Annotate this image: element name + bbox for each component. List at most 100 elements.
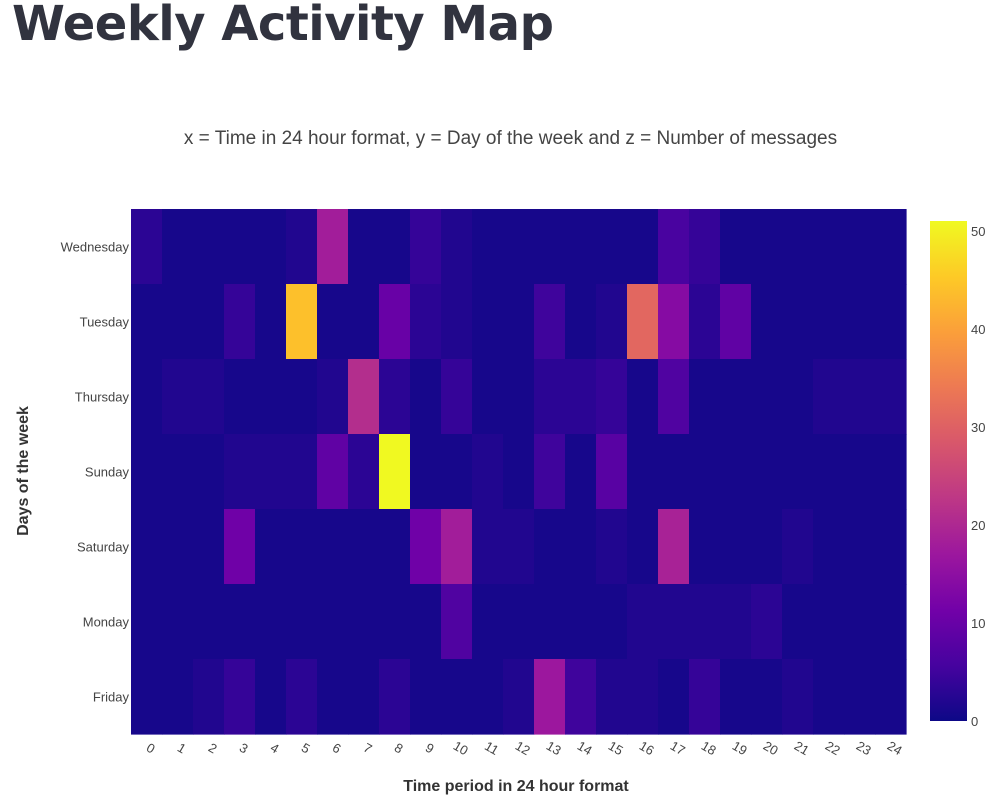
heatmap-cell-monday-22: [813, 584, 845, 660]
heatmap-cell-sunday-22: [813, 434, 845, 510]
x-tick-label: 20: [761, 738, 781, 758]
x-tick-label: 19: [730, 738, 750, 758]
heatmap-cell-sunday-11: [472, 434, 504, 510]
heatmap-cell-thursday-17: [658, 359, 690, 435]
heatmap-cell-saturday-10: [441, 509, 473, 585]
heatmap-cell-thursday-15: [596, 359, 628, 435]
heatmap-cell-tuesday-11: [472, 284, 504, 360]
heatmap-cell-monday-19: [720, 584, 752, 660]
heatmap-cell-thursday-21: [782, 359, 814, 435]
heatmap-cell-friday-12: [503, 659, 535, 735]
x-tick-label: 4: [268, 740, 282, 757]
heatmap-cell-wednesday-11: [472, 209, 504, 285]
x-axis-title: Time period in 24 hour format: [403, 778, 629, 795]
colorbar-tick-label: 20: [971, 518, 985, 533]
page-title: Weekly Activity Map: [12, 0, 554, 52]
heatmap-cell-thursday-19: [720, 359, 752, 435]
heatmap-cell-friday-17: [658, 659, 690, 735]
heatmap-cell-thursday-4: [255, 359, 287, 435]
heatmap-cell-saturday-5: [286, 509, 318, 585]
x-tick-label: 21: [792, 738, 812, 758]
heatmap-cell-monday-13: [534, 584, 566, 660]
x-tick-label: 14: [575, 738, 595, 758]
heatmap-cell-sunday-23: [844, 434, 876, 510]
heatmap-cell-sunday-24: [875, 434, 907, 510]
heatmap-cell-wednesday-1: [162, 209, 194, 285]
heatmap-cell-saturday-20: [751, 509, 783, 585]
heatmap-cell-thursday-14: [565, 359, 597, 435]
heatmap-cell-tuesday-1: [162, 284, 194, 360]
y-tick-label: Saturday: [77, 540, 130, 555]
heatmap-cell-friday-1: [162, 659, 194, 735]
heatmap-cell-thursday-9: [410, 359, 442, 435]
heatmap-cell-friday-9: [410, 659, 442, 735]
x-tick-label: 2: [206, 740, 220, 757]
heatmap-cell-saturday-21: [782, 509, 814, 585]
colorbar-tick-label: 40: [971, 322, 985, 337]
heatmap-cells: [131, 209, 907, 735]
heatmap-cell-monday-0: [131, 584, 163, 660]
heatmap-cell-wednesday-4: [255, 209, 287, 285]
heatmap-cell-tuesday-9: [410, 284, 442, 360]
heatmap-cell-friday-16: [627, 659, 659, 735]
heatmap-cell-sunday-8: [379, 434, 411, 510]
heatmap-cell-tuesday-16: [627, 284, 659, 360]
heatmap-cell-wednesday-14: [565, 209, 597, 285]
heatmap-cell-saturday-11: [472, 509, 504, 585]
heatmap-cell-thursday-3: [224, 359, 256, 435]
heatmap-cell-wednesday-2: [193, 209, 225, 285]
heatmap-cell-monday-15: [596, 584, 628, 660]
heatmap-cell-saturday-14: [565, 509, 597, 585]
heatmap-cell-saturday-12: [503, 509, 535, 585]
heatmap-cell-friday-24: [875, 659, 907, 735]
heatmap-cell-saturday-7: [348, 509, 380, 585]
heatmap-cell-thursday-20: [751, 359, 783, 435]
x-tick-label: 6: [330, 740, 344, 757]
heatmap-cell-wednesday-3: [224, 209, 256, 285]
x-tick-label: 1: [175, 740, 189, 757]
heatmap-cell-friday-14: [565, 659, 597, 735]
x-tick-label: 23: [854, 738, 874, 758]
heatmap-cell-wednesday-23: [844, 209, 876, 285]
heatmap-cell-wednesday-10: [441, 209, 473, 285]
heatmap-cell-friday-0: [131, 659, 163, 735]
x-tick-label: 9: [423, 740, 437, 757]
heatmap-cell-wednesday-6: [317, 209, 349, 285]
heatmap-cell-monday-7: [348, 584, 380, 660]
heatmap-cell-thursday-13: [534, 359, 566, 435]
heatmap-cell-thursday-22: [813, 359, 845, 435]
heatmap-cell-wednesday-16: [627, 209, 659, 285]
heatmap-cell-wednesday-0: [131, 209, 163, 285]
heatmap-cell-saturday-22: [813, 509, 845, 585]
heatmap-cell-saturday-23: [844, 509, 876, 585]
x-tick-label: 5: [299, 740, 313, 757]
heatmap-cell-monday-9: [410, 584, 442, 660]
heatmap-cell-monday-3: [224, 584, 256, 660]
heatmap-cell-wednesday-12: [503, 209, 535, 285]
heatmap-cell-wednesday-17: [658, 209, 690, 285]
x-tick-label: 10: [451, 738, 471, 758]
heatmap-cell-sunday-3: [224, 434, 256, 510]
heatmap-cell-thursday-0: [131, 359, 163, 435]
heatmap-cell-friday-4: [255, 659, 287, 735]
y-tick-label: Tuesday: [80, 315, 130, 330]
heatmap-cell-tuesday-21: [782, 284, 814, 360]
heatmap-cell-monday-18: [689, 584, 721, 660]
heatmap-cell-friday-11: [472, 659, 504, 735]
colorbar-tick-label: 50: [971, 224, 985, 239]
heatmap-cell-monday-17: [658, 584, 690, 660]
y-tick-label: Sunday: [85, 465, 130, 480]
heatmap-cell-tuesday-20: [751, 284, 783, 360]
heatmap-cell-monday-14: [565, 584, 597, 660]
heatmap-cell-monday-24: [875, 584, 907, 660]
heatmap-cell-wednesday-15: [596, 209, 628, 285]
heatmap-cell-monday-11: [472, 584, 504, 660]
heatmap-cell-wednesday-24: [875, 209, 907, 285]
heatmap-cell-wednesday-18: [689, 209, 721, 285]
heatmap-cell-tuesday-23: [844, 284, 876, 360]
heatmap-cell-friday-21: [782, 659, 814, 735]
x-tick-label: 15: [606, 738, 626, 758]
heatmap-cell-tuesday-3: [224, 284, 256, 360]
heatmap-cell-tuesday-5: [286, 284, 318, 360]
